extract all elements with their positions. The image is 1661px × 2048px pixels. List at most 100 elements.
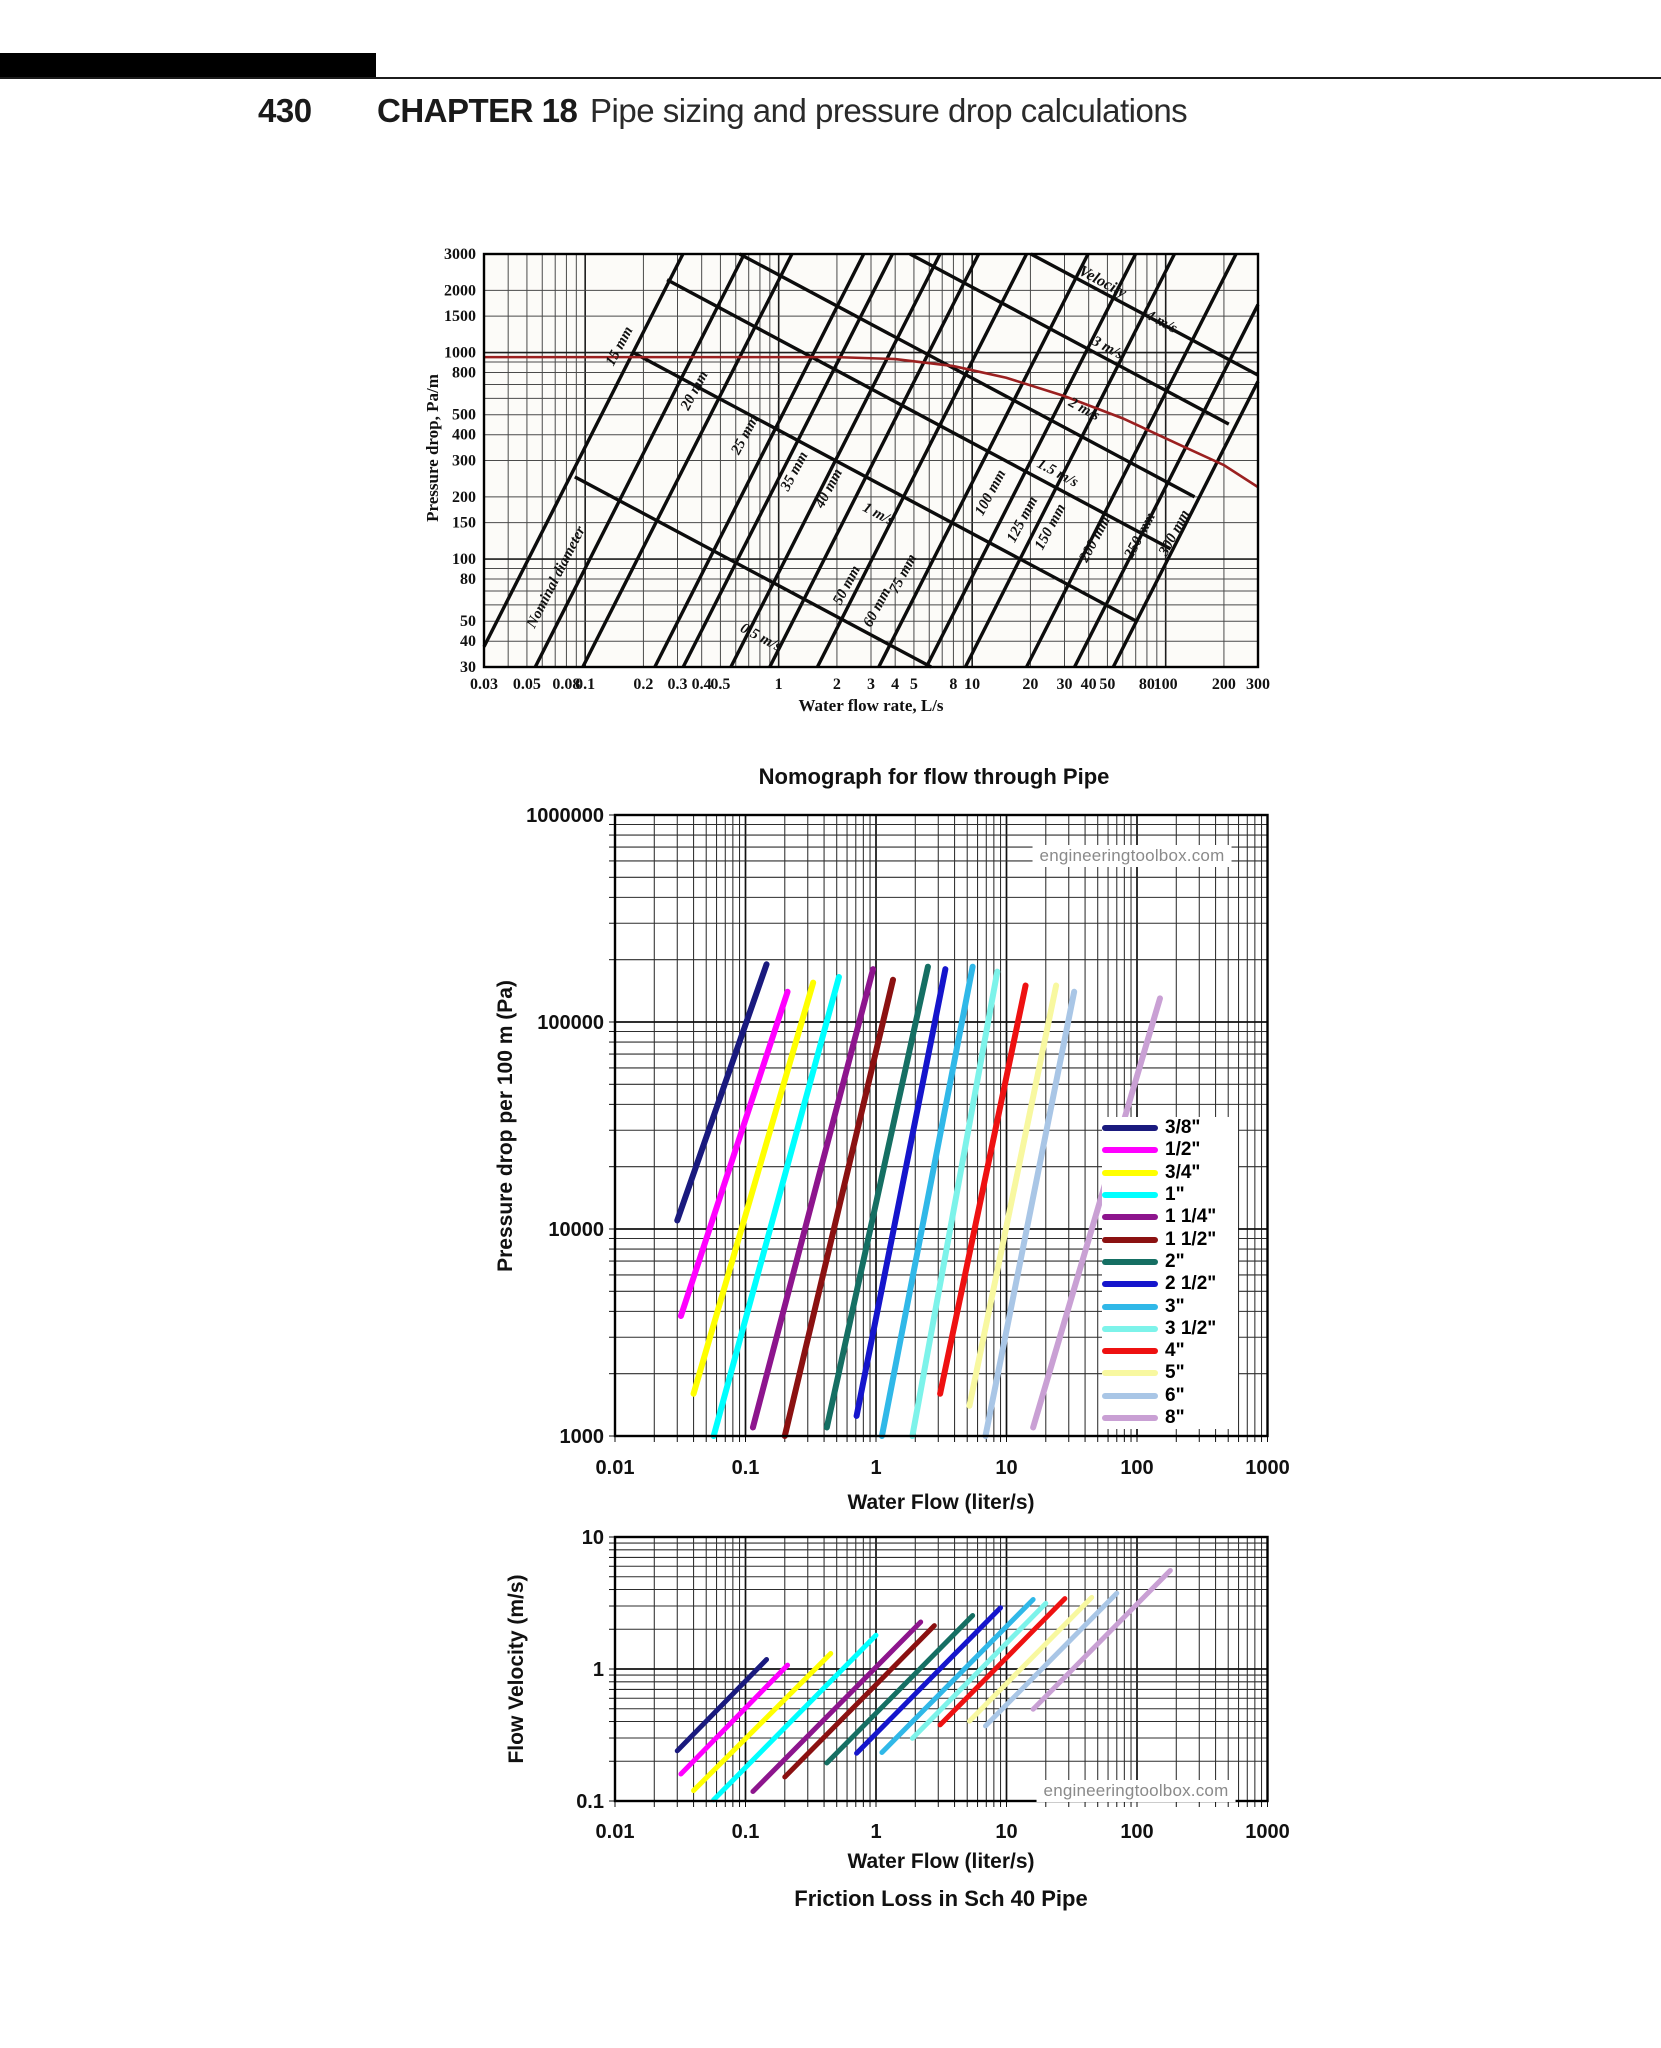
header-rule xyxy=(0,77,1661,79)
legend-label: 1" xyxy=(1165,1184,1185,1206)
legend-item: 6" xyxy=(1102,1385,1238,1407)
chart-border xyxy=(613,1535,1269,1803)
xtick-label: 1000 xyxy=(1245,1457,1290,1479)
legend-label: 3 1/2" xyxy=(1165,1317,1217,1339)
diameter-line xyxy=(581,253,794,668)
series-line xyxy=(678,1662,791,1777)
series-line xyxy=(823,963,931,1431)
xtick-label: 200 xyxy=(1212,676,1236,693)
xtick-label: 1000 xyxy=(1245,1821,1290,1843)
xtick-label: 2 xyxy=(833,676,841,693)
series-line xyxy=(782,1623,937,1780)
legend-swatch xyxy=(1102,1125,1158,1132)
ytick-label: 100 xyxy=(452,551,476,568)
diameter-line xyxy=(815,253,1029,668)
legend-label: 2" xyxy=(1165,1250,1185,1272)
xtick-label: 0.03 xyxy=(470,676,498,693)
legend-label: 5" xyxy=(1165,1362,1185,1384)
xtick-label: 1 xyxy=(870,1821,881,1843)
series-line xyxy=(966,1594,1095,1724)
legend-item: 1" xyxy=(1102,1184,1238,1206)
xtick-label: 1 xyxy=(870,1457,881,1479)
xtick-label: 0.08 xyxy=(552,676,580,693)
legend-swatch xyxy=(1102,1415,1158,1421)
ytick-label: 2000 xyxy=(444,282,476,299)
xtick-label: 0.1 xyxy=(575,676,595,693)
legend-label: 1/2" xyxy=(1165,1139,1201,1161)
velocity-line xyxy=(738,252,1196,499)
legend-swatch xyxy=(1102,1348,1158,1355)
watermark-engineeringtoolbox: engineeringtoolbox.com xyxy=(1036,1780,1236,1802)
series-line xyxy=(749,966,877,1431)
ytick-label: 0.1 xyxy=(576,1791,604,1813)
ytick-label: 1 xyxy=(593,1659,604,1681)
page-header: 430 CHAPTER 18 Pipe sizing and pressure … xyxy=(0,93,1661,137)
xtick-label: 0.1 xyxy=(732,1457,760,1479)
velocity-line xyxy=(632,351,1138,623)
diameter-line xyxy=(681,253,894,668)
ytick-label: 1500 xyxy=(444,308,476,325)
series-line xyxy=(691,1651,834,1794)
ytick-label: 40 xyxy=(460,633,476,650)
xtick-label: 3 xyxy=(867,676,875,693)
xtick-label: 30 xyxy=(1057,676,1073,693)
legend-label: 3/8" xyxy=(1165,1117,1201,1139)
xtick-label: 100 xyxy=(1120,1821,1153,1843)
middle-chart-yaxis-title: Pressure drop per 100 m (Pa) xyxy=(494,980,517,1272)
xtick-label: 0.2 xyxy=(633,676,653,693)
xtick-label: 4 xyxy=(891,676,899,693)
bottom-chart-caption: Friction Loss in Sch 40 Pipe xyxy=(794,1886,1088,1911)
diameter-line xyxy=(533,253,746,668)
diameter-line xyxy=(877,253,1090,668)
series-line xyxy=(909,968,1001,1439)
series-line xyxy=(878,963,976,1439)
legend-item: 5" xyxy=(1102,1362,1238,1384)
series-line xyxy=(854,1605,1004,1756)
legend-label: 3/4" xyxy=(1165,1161,1201,1183)
xtick-label: 8 xyxy=(949,676,957,693)
legend-item: 3/4" xyxy=(1102,1162,1238,1184)
ytick-label: 200 xyxy=(452,489,476,506)
diameter-line xyxy=(1073,303,1260,668)
xtick-label: 0.4 xyxy=(692,676,712,693)
series-line xyxy=(909,1600,1049,1741)
ytick-label: 50 xyxy=(460,613,476,630)
series-line xyxy=(711,1632,879,1803)
pipe-size-legend: 3/8" 1/2" 3/4" 1" 1 1/4" 1 1/2" 2" 2 1/2" 3" 3 1/… xyxy=(1102,1117,1238,1430)
series-line xyxy=(982,988,1078,1439)
series-line xyxy=(781,976,897,1439)
legend-item: 2 1/2" xyxy=(1102,1273,1238,1295)
diameter-line xyxy=(924,253,1138,668)
legend-label: 1 1/4" xyxy=(1165,1206,1217,1228)
legend-label: 1 1/2" xyxy=(1165,1228,1217,1250)
legend-label: 8" xyxy=(1165,1407,1185,1428)
diameter-line xyxy=(1025,253,1238,668)
legend-swatch xyxy=(1102,1214,1158,1221)
series-line xyxy=(937,1596,1068,1728)
xtick-label: 5 xyxy=(910,676,918,693)
ytick-label: 100000 xyxy=(537,1012,604,1034)
legend-swatch xyxy=(1102,1147,1158,1154)
series-line xyxy=(982,1590,1120,1729)
legend-label: 4" xyxy=(1165,1340,1185,1362)
velocity-line xyxy=(666,278,1172,551)
ytick-label: 30 xyxy=(460,659,476,676)
legend-swatch xyxy=(1102,1392,1158,1399)
series-line xyxy=(674,1657,770,1754)
top-chart-border xyxy=(482,252,1260,669)
chapter-tab-bar xyxy=(0,53,376,77)
chart-border xyxy=(613,813,1269,1438)
top-chart-yaxis-title: Pressure drop, Pa/m xyxy=(423,374,442,522)
legend-item: 1 1/4" xyxy=(1102,1206,1238,1228)
legend-item: 3" xyxy=(1102,1295,1238,1317)
series-line xyxy=(879,1597,1036,1756)
velocity-line xyxy=(574,475,932,669)
watermark-engineeringtoolbox: engineeringtoolbox.com xyxy=(1032,845,1232,867)
ytick-label: 10 xyxy=(582,1527,604,1549)
series-line xyxy=(966,982,1060,1409)
legend-swatch xyxy=(1102,1281,1158,1288)
xtick-label: 40 xyxy=(1081,676,1097,693)
xtick-label: 50 xyxy=(1099,676,1115,693)
ytick-label: 400 xyxy=(452,427,476,444)
legend-item: 8" xyxy=(1102,1407,1238,1429)
